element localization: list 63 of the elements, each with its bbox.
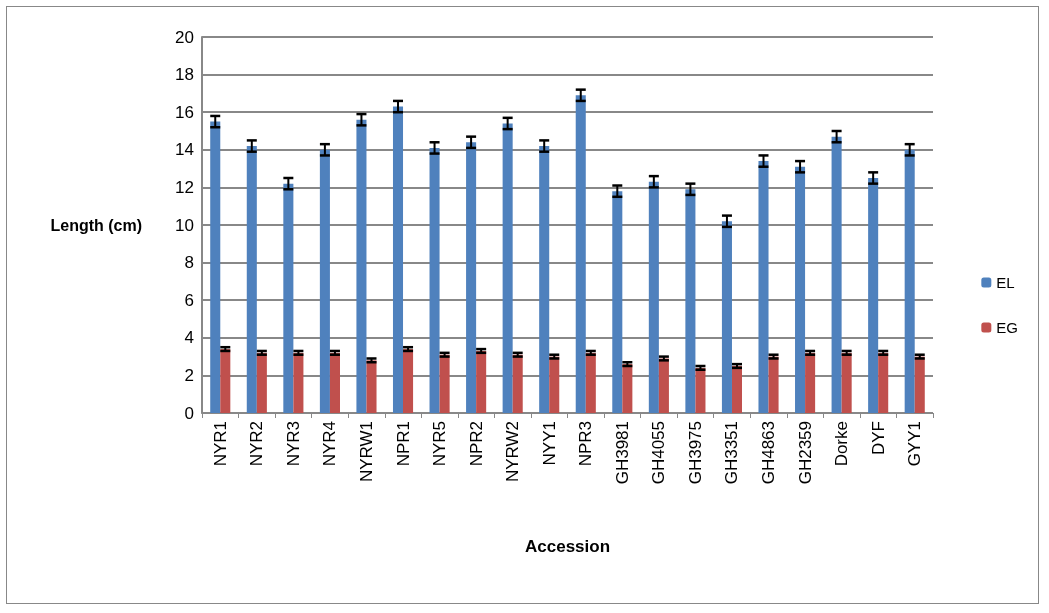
bar <box>392 106 404 413</box>
x-tick-label: NYRW2 <box>503 421 523 483</box>
x-tick-label: GH3351 <box>722 421 742 485</box>
x-tick-label: NYR3 <box>283 421 303 467</box>
x-tick-label: GH4055 <box>649 421 669 485</box>
bar <box>246 146 257 413</box>
bar <box>283 183 294 413</box>
bar <box>831 136 842 413</box>
y-tick-label: 12 <box>175 177 194 197</box>
y-tick-label: 4 <box>184 328 194 348</box>
bar <box>904 149 915 413</box>
x-tick-label: NYRW1 <box>356 421 376 483</box>
x-tick-label: NYR4 <box>320 421 340 467</box>
bar <box>758 161 769 413</box>
bar <box>648 181 659 413</box>
x-tick-label: GH3975 <box>685 421 705 485</box>
bar <box>466 142 477 413</box>
x-tick-label: GYY1 <box>905 421 925 467</box>
bar <box>210 121 221 413</box>
bar <box>403 349 414 413</box>
y-tick-label: 6 <box>184 290 194 310</box>
y-axis-title: Length (cm) <box>50 216 142 234</box>
x-tick-label: NYY1 <box>539 421 559 466</box>
x-tick-label: NYR1 <box>210 421 230 467</box>
x-tick-label: NPR1 <box>393 421 413 467</box>
bar <box>319 149 330 413</box>
bar <box>220 349 231 413</box>
bar <box>476 350 487 413</box>
y-tick-label: 10 <box>175 215 194 235</box>
bar <box>658 358 669 413</box>
y-tick-label: 8 <box>184 253 194 273</box>
bar <box>429 147 440 413</box>
bar <box>502 123 513 413</box>
bar <box>731 366 743 413</box>
x-tick-label: NPR3 <box>576 421 596 467</box>
legend-label: EL <box>996 274 1015 291</box>
x-axis-title: Accession <box>524 537 611 556</box>
x-tick-label: NYR5 <box>430 421 450 467</box>
bar <box>622 364 633 413</box>
legend-label: EG <box>996 319 1019 336</box>
x-tick-label: GH2359 <box>795 421 815 485</box>
x-tick-label: DYF <box>868 421 888 455</box>
bar <box>575 95 586 413</box>
bar <box>356 119 367 413</box>
bar <box>795 166 806 413</box>
bar <box>685 189 696 413</box>
bar <box>868 178 879 413</box>
bar <box>721 221 732 413</box>
y-tick-label: 18 <box>175 65 194 85</box>
x-tick-label: NPR2 <box>466 421 486 467</box>
x-tick-label: GH3981 <box>612 421 632 485</box>
bar <box>695 367 706 413</box>
y-tick-label: 2 <box>184 365 194 385</box>
y-tick-label: 20 <box>175 27 194 47</box>
y-tick-label: 0 <box>184 403 194 423</box>
x-tick-label: Dorke <box>832 421 852 467</box>
x-tick-label: NYR2 <box>247 421 267 467</box>
bar <box>539 146 550 413</box>
y-tick-label: 14 <box>175 140 194 160</box>
bar <box>366 360 377 413</box>
x-tick-label: GH4863 <box>759 421 779 485</box>
y-tick-label: 16 <box>175 102 194 122</box>
bar <box>612 191 623 413</box>
